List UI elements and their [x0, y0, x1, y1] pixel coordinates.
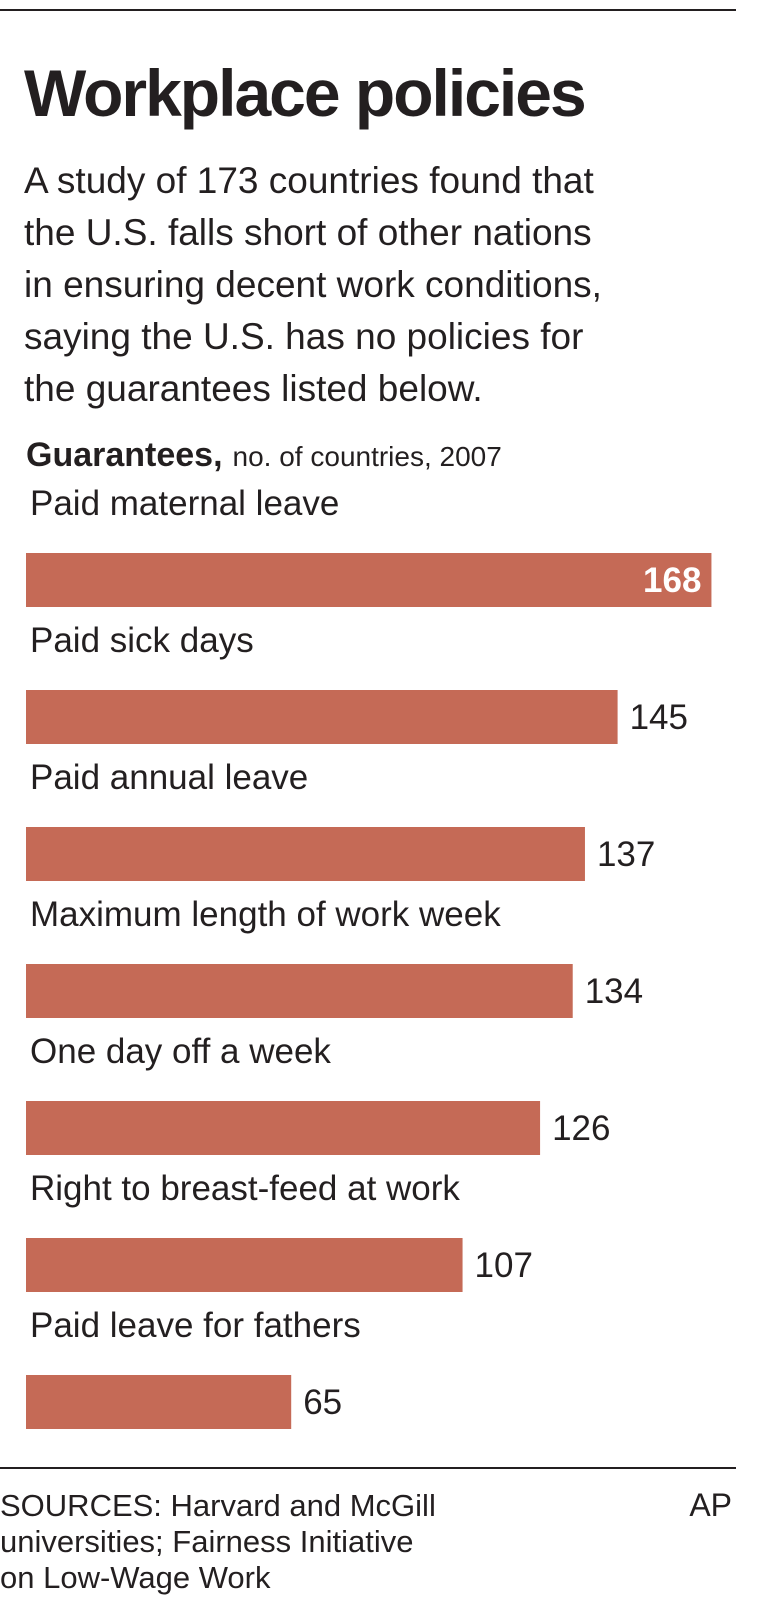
axis-title: Guarantees, no. of countries, 2007: [26, 436, 502, 474]
category-label: Paid annual leave: [30, 758, 308, 797]
category-label: Paid sick days: [30, 621, 254, 660]
bar: [26, 964, 573, 1018]
subtitle-line: the U.S. falls short of other nations: [24, 212, 592, 253]
bar: [26, 1375, 292, 1429]
axis-unit: no. of countries, 2007: [233, 441, 502, 472]
subtitle-line: saying the U.S. has no policies for: [24, 316, 583, 357]
bar: [26, 690, 618, 744]
subtitle: A study of 173 countries found that the U…: [24, 160, 602, 409]
value-label: 65: [303, 1383, 342, 1422]
subtitle-line: A study of 173 countries found that: [24, 160, 594, 201]
category-label: Paid maternal leave: [30, 484, 339, 523]
category-label: One day off a week: [30, 1032, 331, 1071]
value-label: 126: [552, 1109, 610, 1148]
source: SOURCES: Harvard and McGilluniversities;…: [0, 1488, 436, 1595]
category-label: Right to breast-feed at work: [30, 1169, 460, 1208]
value-label: 137: [597, 835, 655, 874]
axis-title-main: Guarantees,: [26, 436, 223, 474]
chart-title: Workplace policies: [24, 56, 585, 130]
source-line: universities; Fairness Initiative: [0, 1524, 414, 1559]
value-label: 134: [585, 972, 643, 1011]
value-label: 168: [643, 561, 701, 600]
bars: Paid maternal leave 168 Paid sick days 145 P…: [26, 484, 712, 1429]
bar: [26, 1238, 463, 1292]
value-label: 145: [630, 698, 688, 737]
subtitle-line: the guarantees listed below.: [24, 368, 483, 409]
category-label: Maximum length of work week: [30, 895, 501, 934]
bar: [26, 553, 712, 607]
bar: [26, 827, 585, 881]
credit: AP: [689, 1487, 732, 1523]
category-label: Paid leave for fathers: [30, 1306, 361, 1345]
source-line: on Low-Wage Work: [0, 1560, 271, 1595]
subtitle-line: in ensuring decent work conditions,: [24, 264, 602, 305]
value-label: 107: [475, 1246, 533, 1285]
source-line: SOURCES: Harvard and McGill: [0, 1488, 436, 1523]
bar: [26, 1101, 541, 1155]
